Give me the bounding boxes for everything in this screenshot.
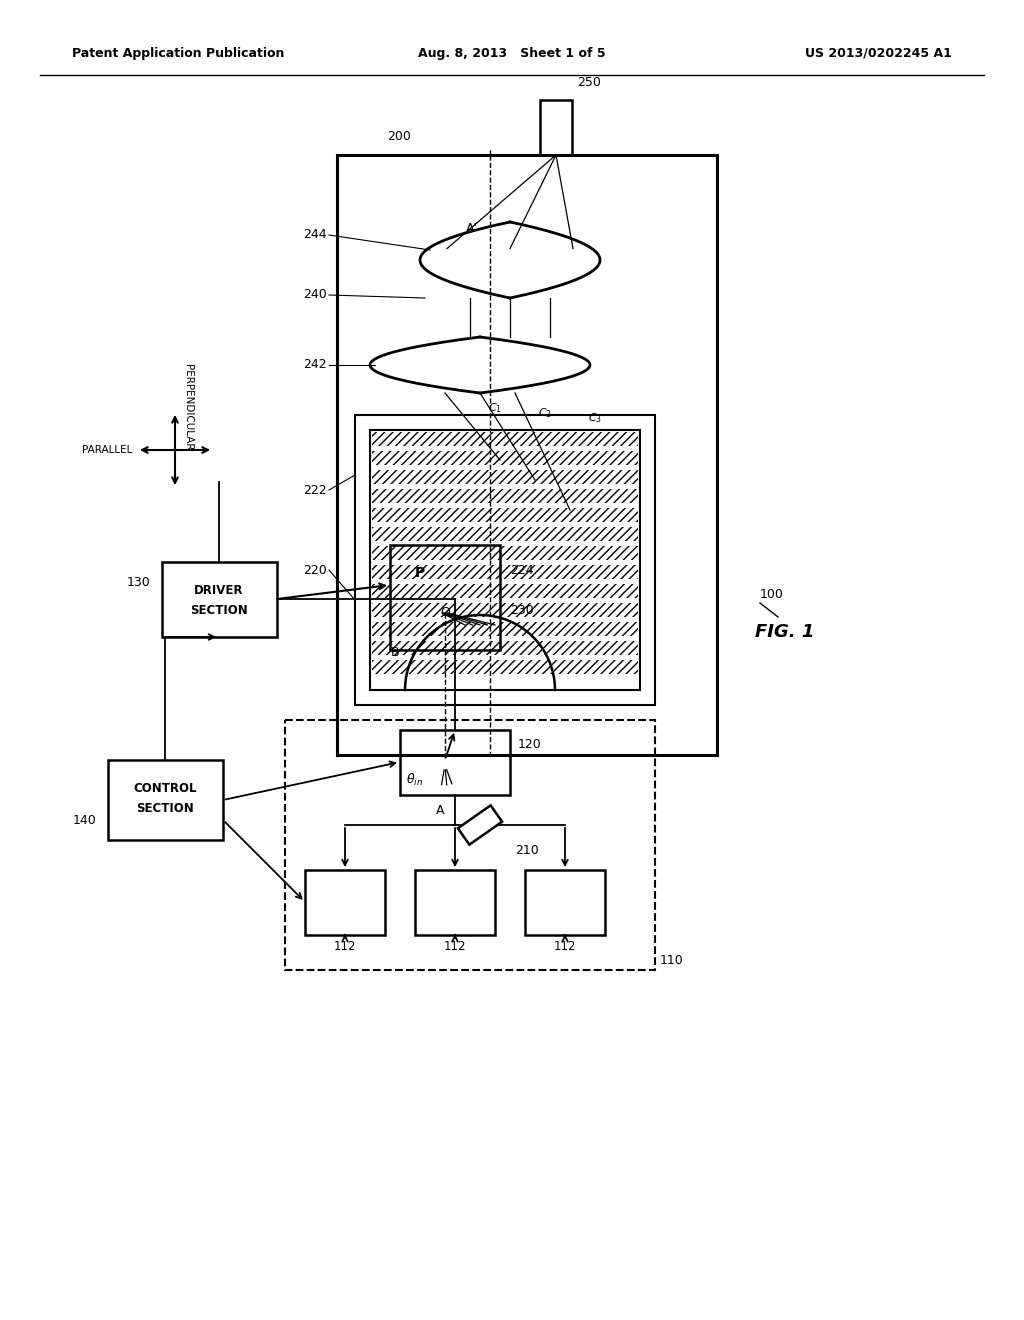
Text: DRIVER: DRIVER (195, 583, 244, 597)
Bar (525, 870, 605, 935)
Text: 250: 250 (577, 75, 601, 88)
Text: 100: 100 (760, 589, 784, 602)
Text: A': A' (466, 222, 478, 235)
Text: 110: 110 (660, 953, 684, 966)
Bar (372, 488, 638, 503)
Text: 244: 244 (303, 228, 327, 242)
Bar (372, 451, 638, 465)
Polygon shape (458, 805, 502, 845)
Text: $C_2$: $C_2$ (538, 407, 552, 420)
Bar (400, 730, 510, 795)
Bar (372, 527, 638, 541)
Text: Patent Application Publication: Patent Application Publication (72, 46, 285, 59)
Bar (372, 546, 638, 560)
Bar (372, 565, 638, 579)
Bar (162, 562, 278, 638)
Text: 112: 112 (554, 940, 577, 953)
Text: $C_3$: $C_3$ (588, 411, 602, 425)
Bar (372, 583, 638, 598)
Text: PARALLEL: PARALLEL (82, 445, 132, 455)
Text: CONTROL: CONTROL (133, 781, 197, 795)
Text: 242: 242 (303, 359, 327, 371)
Bar (372, 508, 638, 521)
Bar (305, 870, 385, 935)
Text: 240: 240 (303, 289, 327, 301)
Bar (285, 719, 655, 970)
Bar (390, 545, 500, 649)
Bar (372, 603, 638, 616)
Text: US 2013/0202245 A1: US 2013/0202245 A1 (805, 46, 952, 59)
Text: 120: 120 (518, 738, 542, 751)
Bar (337, 154, 717, 755)
Bar (355, 414, 655, 705)
Text: 112: 112 (443, 940, 466, 953)
Bar (372, 622, 638, 636)
Text: 222: 222 (303, 483, 327, 496)
Text: 140: 140 (73, 813, 96, 826)
Bar (372, 432, 638, 446)
Text: B: B (391, 647, 399, 660)
Text: SECTION: SECTION (136, 801, 194, 814)
Text: $C_1$: $C_1$ (488, 401, 502, 414)
Text: 230: 230 (510, 603, 534, 616)
Bar (108, 760, 223, 840)
Bar (370, 430, 640, 690)
Text: Aug. 8, 2013   Sheet 1 of 5: Aug. 8, 2013 Sheet 1 of 5 (418, 46, 606, 59)
Text: FIG. 1: FIG. 1 (755, 623, 814, 642)
Text: 200: 200 (387, 131, 411, 144)
Text: $\theta_{in}$: $\theta_{in}$ (407, 772, 424, 788)
Text: 210: 210 (515, 843, 539, 857)
Bar (372, 642, 638, 655)
Text: 224: 224 (510, 564, 534, 577)
Text: SECTION: SECTION (190, 603, 248, 616)
Text: 112: 112 (334, 940, 356, 953)
Text: O: O (440, 606, 450, 619)
Bar (372, 660, 638, 675)
Bar (372, 470, 638, 484)
Text: 130: 130 (126, 576, 150, 589)
Bar (540, 100, 572, 154)
Text: PERPENDICULAR: PERPENDICULAR (183, 364, 193, 450)
Text: A: A (436, 804, 444, 817)
Text: 220: 220 (303, 564, 327, 577)
Bar (415, 870, 495, 935)
Text: P: P (415, 566, 425, 579)
